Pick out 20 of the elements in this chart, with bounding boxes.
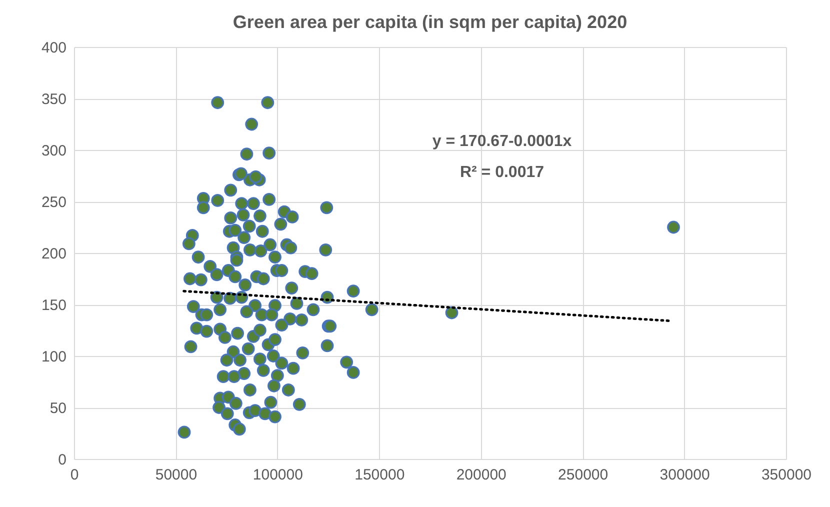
x-tick-label: 200000	[456, 466, 506, 484]
y-tick-label: 0	[58, 452, 66, 468]
x-tick-label: 250000	[558, 466, 608, 484]
y-tick-label: 300	[41, 142, 66, 160]
annotation: y = 170.67-0.0001x	[432, 133, 572, 150]
x-tick-label: 150000	[354, 466, 405, 484]
annotation: R² = 0.0017	[460, 164, 544, 181]
y-tick-label: 100	[41, 348, 66, 366]
y-tick-label: 400	[41, 40, 66, 56]
y-tick-label: 350	[41, 91, 66, 108]
x-tick-label: 50000	[155, 466, 198, 484]
y-tick-label: 250	[41, 194, 66, 211]
x-tick-label: 0	[70, 466, 79, 484]
y-tick-label: 150	[41, 297, 66, 314]
x-tick-label: 350000	[761, 466, 812, 484]
chart-title: Green area per capita (in sqm per capita) 2020	[232, 12, 628, 32]
y-tick-label: 200	[41, 246, 66, 262]
x-tick-label: 300000	[660, 466, 710, 484]
x-tick-label: 100000	[252, 466, 303, 484]
y-tick-label: 50	[50, 400, 66, 417]
